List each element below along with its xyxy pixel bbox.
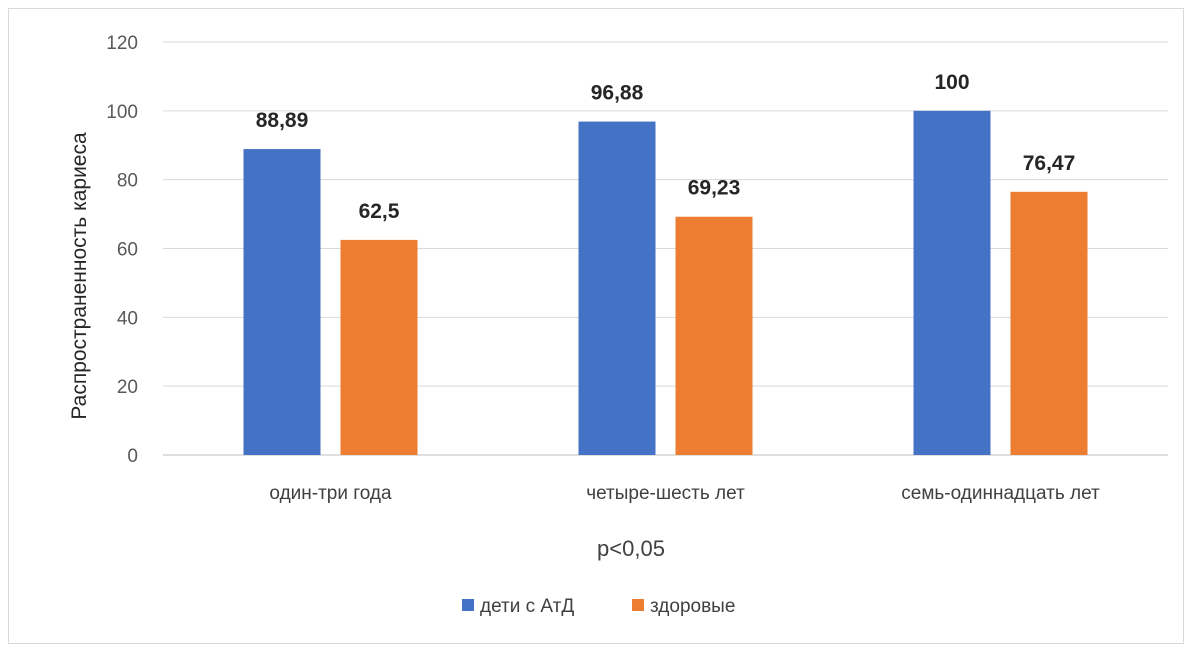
y-tick-label: 80 [117,171,138,192]
x-category-label: четыре-шесть лет [586,483,745,504]
legend-swatch [462,599,474,611]
x-axis-categories: один-три года четыре-шесть лет семь-одинна… [269,483,1100,504]
data-label: 62,5 [359,200,400,223]
data-label: 88,89 [256,109,309,132]
x-category-label: семь-одиннадцать лет [901,483,1100,504]
y-tick-label: 60 [117,240,138,261]
y-tick-label: 40 [117,308,138,329]
data-label: 69,23 [688,177,741,200]
bars [243,110,1088,456]
significance-note: p<0,05 [597,536,665,561]
data-label: 76,47 [1023,152,1076,175]
y-axis-label: Распространенность кариеса [68,132,91,420]
legend-item: дети с АтД [462,596,574,617]
bar [1010,191,1088,456]
data-label: 96,88 [591,82,644,105]
bar [340,239,418,455]
y-tick-label: 0 [127,446,138,467]
y-axis-ticks: 0 20 40 60 80 100 120 [106,33,138,467]
bar [913,110,991,455]
legend-swatch [632,599,644,611]
legend: дети с АтД здоровые [462,596,735,617]
data-labels: 88,89 62,5 96,88 69,23 100 76,47 [256,71,1076,223]
y-tick-label: 120 [106,33,138,54]
legend-label: дети с АтД [480,596,574,617]
y-tick-label: 100 [106,102,138,123]
data-label: 100 [934,71,969,94]
bar [243,149,321,455]
y-tick-label: 20 [117,377,138,398]
gridlines [163,41,1168,456]
x-category-label: один-три года [269,483,392,504]
legend-label: здоровые [650,596,735,617]
bar [578,121,656,455]
bar [675,216,753,455]
legend-item: здоровые [632,596,735,617]
